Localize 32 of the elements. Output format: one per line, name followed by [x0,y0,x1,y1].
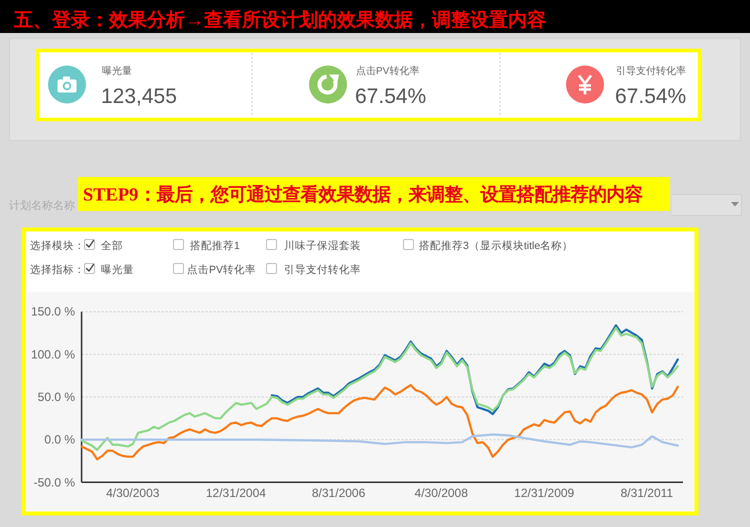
text: 选择指标： [30,263,85,276]
x-tick-label: 4/30/2008 [414,486,468,500]
text: 67.54% [615,85,686,108]
y-tick-label: -50.0 % [34,475,76,490]
text: 引导支付转化率 [284,263,361,276]
text: 曝光量 [101,263,134,276]
y-tick-label: 100.0 % [30,347,76,362]
text: 搭配推荐3（显示模块title名称） [419,239,574,252]
text: 点击PV转化率 [187,263,256,276]
x-tick-label: 8/31/2011 [620,486,674,500]
text: 选择模块： [30,239,85,252]
text: 123,455 [101,85,177,108]
category-label: 曝光量 [102,65,132,77]
line-series [80,433,679,448]
text: 67.54% [355,85,426,108]
category-label: 点击PV转化率 [356,65,420,77]
x-tick-label: 4/30/2003 [106,486,160,500]
line-series [270,324,679,416]
text: 搭配推荐1 [190,239,240,252]
text: 五、登录：效果分析→查看所设计划的效果数据，调整设置内容 [13,9,546,31]
y-tick-label: 0.0 % [44,432,76,447]
category-label: 引导支付转化率 [616,65,686,77]
line-series [80,384,679,460]
line-series [80,326,679,451]
text: 川味子保湿套装 [284,239,361,252]
x-tick-label: 8/31/2006 [312,486,366,500]
x-tick-label: 12/31/2004 [206,486,266,500]
y-tick-label: 150.0 % [30,304,76,319]
chart-title: STEP9：最后，您可通过查看效果数据，来调整、设置搭配推荐的内容 [83,184,642,204]
y-tick-label: 50.0 % [38,390,76,404]
text: 全部 [101,239,123,252]
x-tick-label: 12/31/2009 [514,486,575,500]
